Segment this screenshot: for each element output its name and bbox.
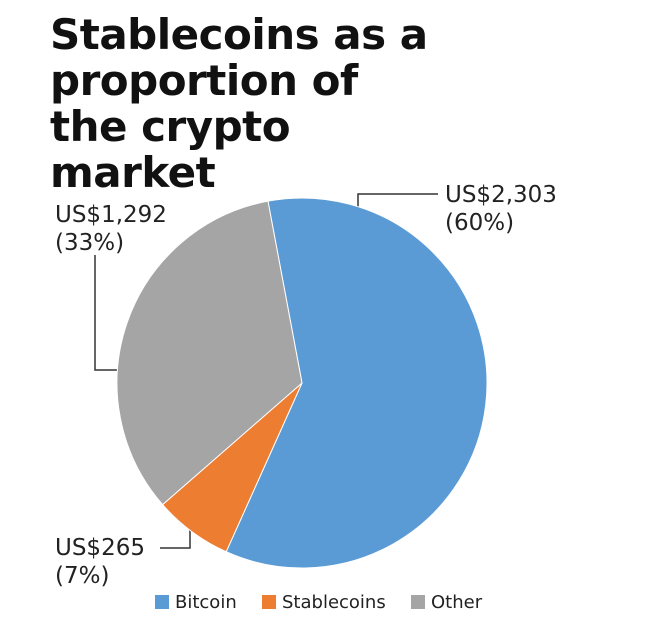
legend-swatch [262,595,276,609]
legend-swatch [155,595,169,609]
legend-label: Bitcoin [175,592,237,613]
data-label: US$1,292 [55,202,167,228]
pie-slice [225,197,488,569]
data-label: US$265 [55,535,145,561]
data-label: US$2,303 [445,182,557,208]
pie-slice [116,200,303,506]
legend-label: Other [431,592,483,613]
percent-label: (7%) [55,563,109,589]
chart-title: Stablecoins as a proportion of the crypt… [50,10,428,197]
legend-label: Stablecoins [282,592,386,613]
percent-label: (33%) [55,230,124,256]
legend-swatch [411,595,425,609]
percent-label: (60%) [445,210,514,236]
